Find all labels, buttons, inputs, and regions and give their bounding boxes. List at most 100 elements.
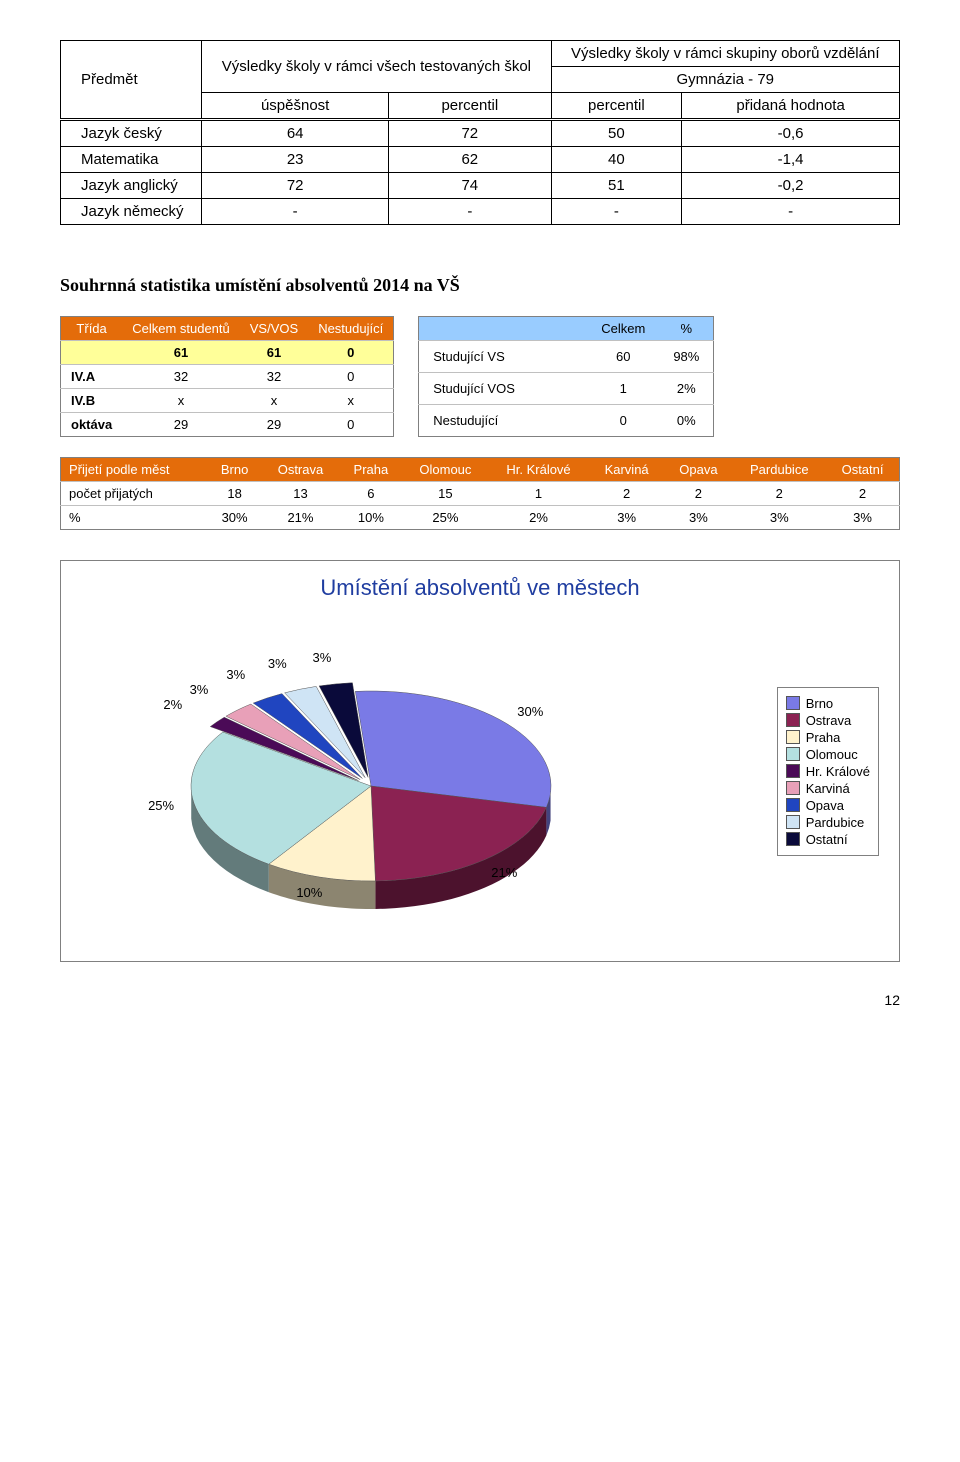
legend-swatch: [786, 764, 800, 778]
column-header: Brno: [207, 458, 262, 482]
table-row: %30%21%10%25%2%3%3%3%3%: [61, 506, 900, 530]
cell: 2: [733, 482, 827, 506]
subheader-percentil2: percentil: [551, 93, 682, 120]
legend-label: Ostatní: [806, 832, 848, 847]
legend-label: Olomouc: [806, 747, 858, 762]
subheader-pridana: přidaná hodnota: [682, 93, 900, 120]
cell: 2%: [488, 506, 589, 530]
cell: počet přijatých: [61, 482, 208, 506]
cell: x: [240, 389, 308, 413]
legend-item: Olomouc: [786, 747, 870, 762]
cell: 2: [664, 482, 732, 506]
cell: 3%: [589, 506, 664, 530]
cell: 32: [122, 365, 240, 389]
legend-swatch: [786, 713, 800, 727]
cell: 18: [207, 482, 262, 506]
cell: 61: [240, 341, 308, 365]
column-header: Olomouc: [403, 458, 488, 482]
header-all-schools: Výsledky školy v rámci všech testovaných…: [202, 41, 551, 93]
cell-percentil2: 50: [551, 120, 682, 147]
column-header: Pardubice: [733, 458, 827, 482]
cell: 13: [262, 482, 339, 506]
pie-chart-container: Umístění absolventů ve městech 30%21%10%…: [60, 560, 900, 962]
pie-label: 30%: [517, 704, 543, 719]
cell: Studující VOS: [419, 373, 588, 405]
cell: 21%: [262, 506, 339, 530]
cell-uspesnost: 64: [202, 120, 389, 147]
pie-label: 3%: [190, 682, 209, 697]
column-header: Hr. Králové: [488, 458, 589, 482]
summary-table: Celkem% Studující VS6098%Studující VOS12…: [418, 316, 714, 437]
legend-label: Praha: [806, 730, 841, 745]
legend-label: Karviná: [806, 781, 850, 796]
cell: 1: [587, 373, 659, 405]
legend-label: Ostrava: [806, 713, 852, 728]
legend-label: Opava: [806, 798, 844, 813]
cell-subject: Jazyk český: [61, 120, 202, 147]
legend-item: Hr. Králové: [786, 764, 870, 779]
cell: 32: [240, 365, 308, 389]
cell: 3%: [664, 506, 732, 530]
header-predmet: Předmět: [61, 41, 202, 120]
cell-percentil1: -: [389, 199, 551, 225]
cell: 0: [308, 413, 394, 437]
cell: 2%: [659, 373, 714, 405]
cell: Nestudující: [419, 405, 588, 437]
cell: 10%: [339, 506, 403, 530]
table-row: oktáva29290: [61, 413, 394, 437]
legend-swatch: [786, 730, 800, 744]
table-row: Matematika236240-1,4: [61, 147, 900, 173]
cell: 0: [308, 365, 394, 389]
column-header: Celkem studentů: [122, 317, 240, 341]
cell: IV.A: [61, 365, 123, 389]
cell: 15: [403, 482, 488, 506]
students-table: TřídaCelkem studentůVS/VOSNestudující 61…: [60, 316, 394, 437]
chart-title: Umístění absolventů ve městech: [81, 575, 879, 601]
column-header: Nestudující: [308, 317, 394, 341]
pie-label: 25%: [148, 798, 174, 813]
header-group-sub: Gymnázia - 79: [551, 67, 899, 93]
table-row: IV.A32320: [61, 365, 394, 389]
cell: 29: [122, 413, 240, 437]
column-header: Přijetí podle měst: [61, 458, 208, 482]
pie-chart: 30%21%10%25%2%3%3%3%3%: [81, 611, 757, 931]
cell-percentil2: 40: [551, 147, 682, 173]
cell: IV.B: [61, 389, 123, 413]
cell-percentil1: 72: [389, 120, 551, 147]
column-header: [419, 317, 588, 341]
pie-label: 3%: [226, 667, 245, 682]
legend-item: Ostatní: [786, 832, 870, 847]
cell: 2: [589, 482, 664, 506]
chart-legend: BrnoOstravaPrahaOlomoucHr. KrálovéKarvin…: [777, 687, 879, 856]
legend-swatch: [786, 781, 800, 795]
subheader-percentil1: percentil: [389, 93, 551, 120]
cell-uspesnost: 72: [202, 173, 389, 199]
cell: Studující VS: [419, 341, 588, 373]
cell: oktáva: [61, 413, 123, 437]
cell: 6: [339, 482, 403, 506]
column-header: Ostrava: [262, 458, 339, 482]
table-row: Jazyk německý----: [61, 199, 900, 225]
cell-subject: Jazyk německý: [61, 199, 202, 225]
cell: x: [308, 389, 394, 413]
pie-label: 3%: [268, 656, 287, 671]
cell: 0: [308, 341, 394, 365]
table-row: Nestudující00%: [419, 405, 714, 437]
table-row: Jazyk český647250-0,6: [61, 120, 900, 147]
page-number: 12: [60, 992, 900, 1008]
results-table: Předmět Výsledky školy v rámci všech tes…: [60, 40, 900, 225]
legend-item: Pardubice: [786, 815, 870, 830]
cell: 3%: [826, 506, 899, 530]
legend-item: Ostrava: [786, 713, 870, 728]
column-header: Ostatní: [826, 458, 899, 482]
pie-label: 10%: [296, 885, 322, 900]
cell: 29: [240, 413, 308, 437]
cell: 0: [587, 405, 659, 437]
legend-item: Opava: [786, 798, 870, 813]
cell-percentil2: 51: [551, 173, 682, 199]
cell-pridana: -0,6: [682, 120, 900, 147]
table-row: 61610: [61, 341, 394, 365]
cell: %: [61, 506, 208, 530]
legend-swatch: [786, 747, 800, 761]
cell-percentil2: -: [551, 199, 682, 225]
